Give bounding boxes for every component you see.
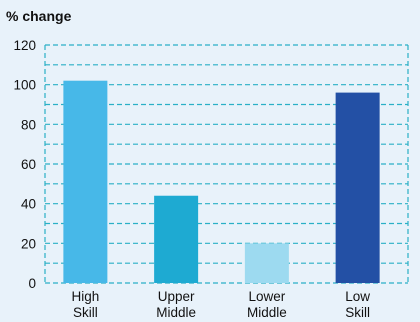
bar <box>335 92 380 283</box>
bar <box>244 243 289 283</box>
y-tick-label: 100 <box>13 78 36 93</box>
y-tick-label: 40 <box>21 197 36 212</box>
x-category-label: Lower Middle <box>247 289 287 320</box>
bar <box>154 195 199 283</box>
y-tick-labels: 0 20 40 60 80 100 120 <box>13 38 36 291</box>
bars <box>63 80 380 283</box>
y-tick-label: 20 <box>21 236 36 251</box>
y-tick-label: 60 <box>21 157 36 172</box>
y-tick-label: 0 <box>28 276 36 291</box>
y-axis-title: % change <box>6 8 72 24</box>
y-tick-label: 120 <box>13 38 36 53</box>
bar <box>63 80 108 283</box>
x-category-label: Low Skill <box>345 289 370 320</box>
y-tick-label: 80 <box>21 117 36 132</box>
category-labels: High Skill Upper Middle Lower Middle Low Skill <box>71 289 370 320</box>
x-category-label: Upper Middle <box>156 289 196 320</box>
x-category-label: High Skill <box>71 289 99 320</box>
